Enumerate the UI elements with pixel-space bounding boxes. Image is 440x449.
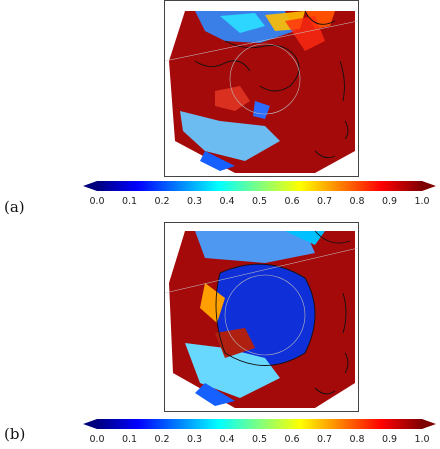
map-a-lower-blue (180, 111, 280, 161)
colorbar-tick-label: 0.4 (219, 196, 234, 207)
colorbar-b-svg: 0.0 0.1 0.2 0.3 0.4 0.5 0.6 0.7 0.8 0.9 1.0 (83, 419, 436, 445)
map-panel-b (164, 222, 359, 412)
colorbar-tick-label: 0.7 (317, 196, 332, 207)
map-b-svg (165, 223, 358, 411)
colorbar-a-svg: 0.0 0.1 0.2 0.3 0.4 0.5 0.6 0.7 0.8 0.9 1.0 (83, 181, 436, 207)
map-b-lower-cyan (185, 343, 280, 398)
colorbar-b: 0.0 0.1 0.2 0.3 0.4 0.5 0.6 0.7 0.8 0.9 1.0 (83, 417, 438, 449)
colorbar-gradient (97, 181, 422, 191)
colorbar-extend-min (83, 419, 97, 429)
panel-label-a: (a) (4, 198, 25, 216)
colorbar-a: 0.0 0.1 0.2 0.3 0.4 0.5 0.6 0.7 0.8 0.9 1.0 (83, 179, 438, 211)
colorbar-tick-label: 0.1 (122, 196, 137, 207)
colorbar-extend-max (422, 181, 436, 191)
colorbar-extend-max (422, 419, 436, 429)
colorbar-tick-label: 0.9 (382, 196, 397, 207)
panel-label-b: (b) (4, 425, 26, 443)
colorbar-tick-label: 0.3 (187, 196, 202, 207)
colorbar-gradient (97, 419, 422, 429)
colorbar-tick-label: 0.0 (89, 196, 104, 207)
map-panel-a (164, 0, 359, 177)
map-a-svg (165, 1, 358, 176)
colorbar-tick-label: 1.0 (414, 196, 429, 207)
colorbar-extend-min (83, 181, 97, 191)
colorbar-tick-label: 0.6 (284, 196, 299, 207)
colorbar-tick-label: 0.2 (154, 196, 169, 207)
colorbar-tick-label: 0.5 (252, 196, 267, 207)
colorbar-tick-label: 0.8 (349, 196, 364, 207)
